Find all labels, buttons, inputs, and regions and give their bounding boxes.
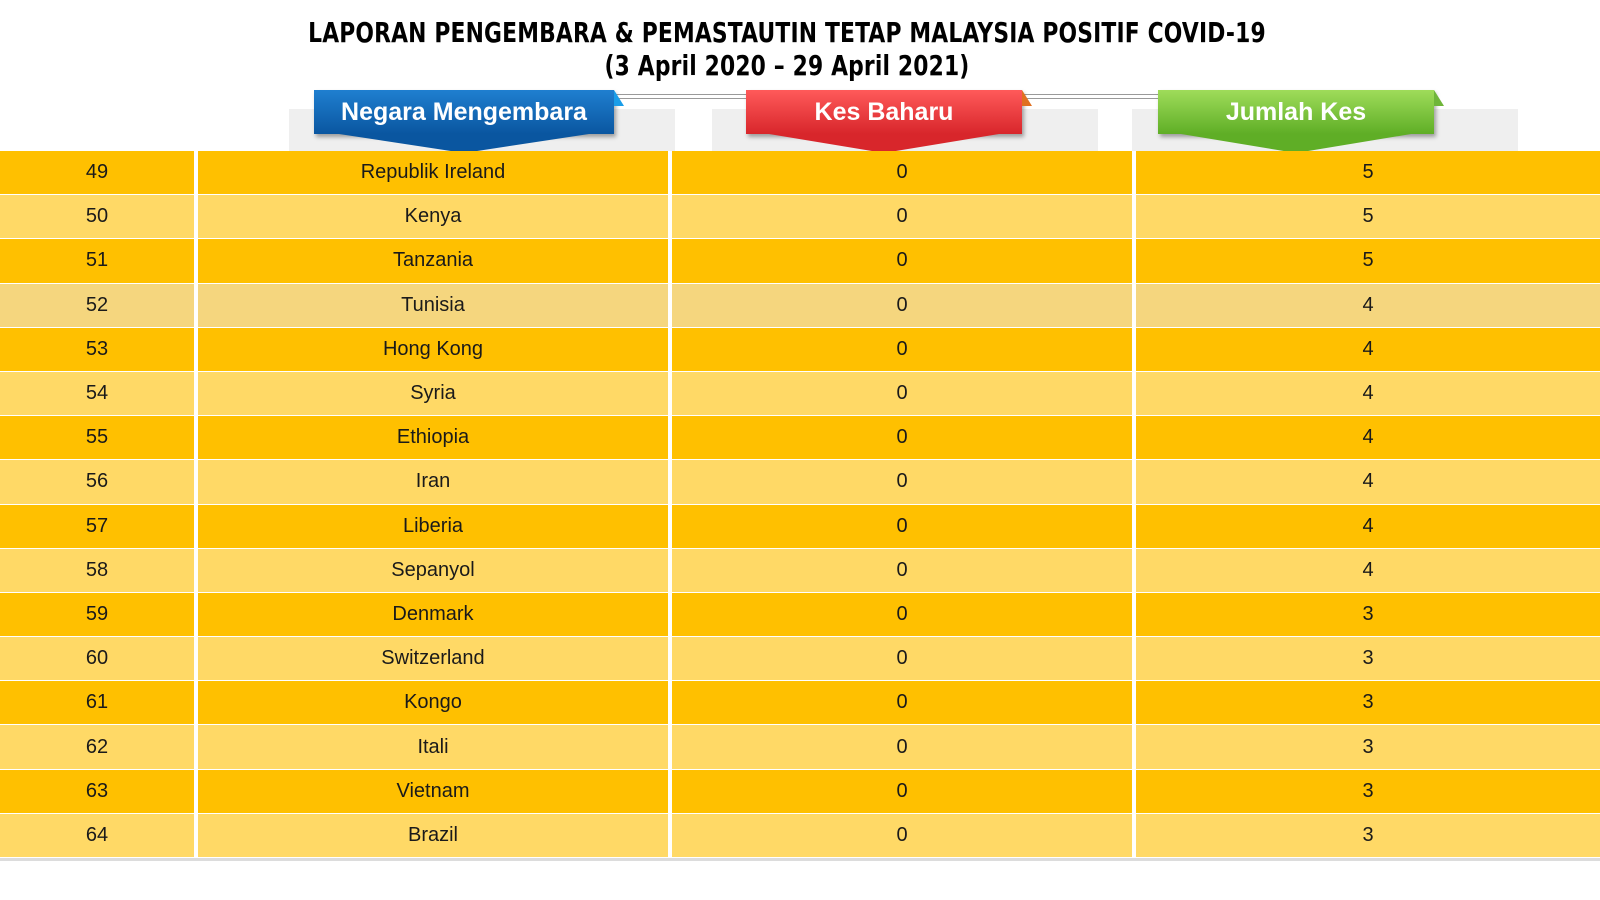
banner-pointer — [769, 134, 999, 153]
table-row: 55 Ethiopia 0 4 — [0, 416, 1600, 461]
total-cases-cell: 4 — [1136, 460, 1600, 504]
rank-cell: 58 — [0, 548, 198, 592]
table-row: 52 Tunisia 0 4 — [0, 283, 1600, 328]
banner-fold — [614, 90, 624, 106]
cases-table: 49 Republik Ireland 0 5 50 Kenya 0 5 51 Tanzania 0… — [0, 151, 1600, 861]
country-cell: Iran — [198, 460, 672, 504]
banner-pointer — [339, 134, 589, 153]
total-cases-cell: 3 — [1136, 637, 1600, 681]
total-cases-cell: 4 — [1136, 548, 1600, 592]
total-cases-cell: 4 — [1136, 416, 1600, 460]
country-cell: Liberia — [198, 504, 672, 548]
new-cases-cell: 0 — [672, 769, 1136, 813]
new-cases-header-label: Kes Baharu — [814, 97, 954, 126]
new-cases-cell: 0 — [672, 416, 1136, 460]
table-row: 59 Denmark 0 3 — [0, 592, 1600, 638]
total-cases-cell: 4 — [1136, 504, 1600, 548]
total-cases-cell: 3 — [1136, 725, 1600, 769]
rank-cell: 60 — [0, 637, 198, 681]
report-date-range: (3 April 2020 – 29 April 2021) — [604, 49, 970, 82]
new-cases-cell: 0 — [672, 725, 1136, 769]
rank-cell: 52 — [0, 283, 198, 327]
table-row: 57 Liberia 0 4 — [0, 504, 1600, 549]
table-row: 50 Kenya 0 5 — [0, 195, 1600, 240]
banner-fold — [1434, 90, 1444, 106]
rank-cell: 49 — [0, 151, 198, 195]
new-cases-column-header: Kes Baharu — [746, 90, 1032, 153]
table-row: 49 Republik Ireland 0 5 — [0, 151, 1600, 196]
table-row: 53 Hong Kong 0 4 — [0, 327, 1600, 372]
banner-fold — [1022, 90, 1032, 106]
rank-cell: 57 — [0, 504, 198, 548]
report-title: LAPORAN PENGEMBARA & PEMASTAUTIN TETAP M… — [308, 16, 1266, 49]
rank-cell: 64 — [0, 813, 198, 857]
table-row: 62 Itali 0 3 — [0, 725, 1600, 770]
country-cell: Denmark — [198, 592, 672, 637]
country-cell: Kongo — [198, 681, 672, 725]
rank-cell: 56 — [0, 460, 198, 504]
country-cell: Syria — [198, 371, 672, 416]
rank-cell: 59 — [0, 592, 198, 637]
country-cell: Tanzania — [198, 239, 672, 283]
country-cell: Brazil — [198, 813, 672, 857]
table-row: 58 Sepanyol 0 4 — [0, 548, 1600, 593]
table-row: 64 Brazil 0 3 — [0, 813, 1600, 858]
rank-cell: 63 — [0, 769, 198, 813]
total-cases-cell: 5 — [1136, 151, 1600, 195]
new-cases-cell: 0 — [672, 813, 1136, 857]
country-cell: Ethiopia — [198, 416, 672, 460]
table-row: 51 Tanzania 0 5 — [0, 239, 1600, 284]
total-cases-cell: 3 — [1136, 769, 1600, 813]
new-cases-cell: 0 — [672, 327, 1136, 371]
country-cell: Vietnam — [198, 769, 672, 813]
new-cases-cell: 0 — [672, 504, 1136, 548]
rank-cell: 55 — [0, 416, 198, 460]
total-cases-cell: 5 — [1136, 239, 1600, 283]
total-cases-cell: 4 — [1136, 283, 1600, 327]
table-row: 63 Vietnam 0 3 — [0, 769, 1600, 814]
country-cell: Tunisia — [198, 283, 672, 327]
new-cases-cell: 0 — [672, 460, 1136, 504]
table-row: 56 Iran 0 4 — [0, 460, 1600, 505]
country-cell: Switzerland — [198, 637, 672, 681]
new-cases-cell: 0 — [672, 283, 1136, 327]
new-cases-cell: 0 — [672, 637, 1136, 681]
new-cases-cell: 0 — [672, 195, 1136, 239]
banner-pointer — [1181, 134, 1411, 153]
rank-cell: 53 — [0, 327, 198, 371]
country-cell: Itali — [198, 725, 672, 769]
total-cases-cell: 4 — [1136, 327, 1600, 371]
country-cell: Sepanyol — [198, 548, 672, 592]
country-cell: Hong Kong — [198, 327, 672, 371]
new-cases-cell: 0 — [672, 151, 1136, 195]
total-cases-column-header: Jumlah Kes — [1158, 90, 1444, 153]
table-row: 60 Switzerland 0 3 — [0, 637, 1600, 682]
country-cell: Kenya — [198, 195, 672, 239]
new-cases-cell: 0 — [672, 371, 1136, 416]
total-cases-cell: 4 — [1136, 371, 1600, 416]
new-cases-cell: 0 — [672, 239, 1136, 283]
table-row: 54 Syria 0 4 — [0, 371, 1600, 417]
country-column-header: Negara Mengembara — [314, 90, 624, 153]
total-cases-cell: 3 — [1136, 681, 1600, 725]
total-cases-cell: 3 — [1136, 592, 1600, 637]
rank-cell: 62 — [0, 725, 198, 769]
total-cases-cell: 5 — [1136, 195, 1600, 239]
total-cases-header-label: Jumlah Kes — [1225, 97, 1367, 126]
country-cell: Republik Ireland — [198, 151, 672, 195]
new-cases-cell: 0 — [672, 681, 1136, 725]
rank-cell: 61 — [0, 681, 198, 725]
rank-cell: 54 — [0, 371, 198, 416]
table-row: 61 Kongo 0 3 — [0, 681, 1600, 726]
rank-cell: 51 — [0, 239, 198, 283]
new-cases-cell: 0 — [672, 548, 1136, 592]
rank-cell: 50 — [0, 195, 198, 239]
total-cases-cell: 3 — [1136, 813, 1600, 857]
country-header-label: Negara Mengembara — [341, 97, 587, 126]
new-cases-cell: 0 — [672, 592, 1136, 637]
